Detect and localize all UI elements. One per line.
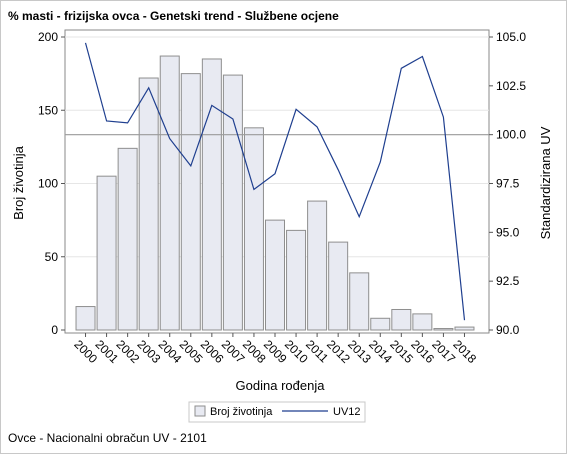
bar-2010 bbox=[286, 229, 307, 331]
bar-2007 bbox=[222, 74, 243, 331]
bars bbox=[75, 55, 475, 331]
uv12-line bbox=[84, 42, 466, 321]
y-left-tick-label: 200 bbox=[38, 30, 58, 44]
y-right-tick-label: 97.5 bbox=[496, 177, 520, 191]
bar-2012 bbox=[328, 241, 349, 331]
legend-box bbox=[188, 401, 366, 423]
bar-2005 bbox=[180, 73, 201, 331]
y-left-tick-label: 50 bbox=[45, 250, 59, 264]
bar-2013 bbox=[349, 272, 370, 331]
y-left-tick-label: 0 bbox=[51, 323, 58, 337]
x-tick-label: 2000 bbox=[71, 337, 100, 366]
axes bbox=[61, 36, 493, 337]
y-right-tick-label: 95.0 bbox=[496, 225, 520, 239]
legend-bar-swatch bbox=[194, 405, 206, 417]
bar-2003 bbox=[138, 77, 159, 331]
uv12-line-group bbox=[84, 42, 466, 321]
bar-2011 bbox=[307, 200, 328, 331]
legend: Broj životinja UV12 bbox=[188, 401, 366, 423]
y-right-tick-label: 92.5 bbox=[496, 274, 520, 288]
bar-2000 bbox=[75, 306, 96, 331]
footnote: Ovce - Nacionalni obračun UV - 2101 bbox=[8, 431, 207, 445]
y-axis-title-left: Broj životinja bbox=[11, 145, 26, 219]
bar-2009 bbox=[265, 219, 285, 331]
y-left-tick-label: 150 bbox=[38, 103, 58, 117]
y-right-tick-label: 105.0 bbox=[496, 30, 526, 44]
chart-title: % masti - frizijska ovca - Genetski tren… bbox=[8, 9, 339, 23]
bar-2006 bbox=[201, 58, 222, 331]
legend-line-label: UV12 bbox=[333, 406, 361, 418]
y-right-tick-label: 100.0 bbox=[496, 128, 526, 142]
bar-2018 bbox=[454, 326, 475, 331]
y-left-tick-label: 100 bbox=[38, 177, 58, 191]
bar-2015 bbox=[391, 308, 412, 331]
bar-2002 bbox=[117, 147, 138, 331]
bar-2001 bbox=[96, 175, 117, 331]
bar-2016 bbox=[412, 313, 433, 331]
y-axis-title-right: Standardizirana UV bbox=[538, 126, 553, 239]
y-right-tick-label: 90.0 bbox=[496, 323, 520, 337]
bar-2008 bbox=[243, 127, 264, 331]
legend-bar-label: Broj životinja bbox=[210, 406, 273, 418]
bar-2014 bbox=[370, 317, 391, 331]
bar-2004 bbox=[159, 55, 180, 331]
x-axis-title: Godina rođenja bbox=[236, 378, 326, 393]
y-right-tick-label: 102.5 bbox=[496, 79, 526, 93]
bar-2017 bbox=[433, 328, 454, 331]
